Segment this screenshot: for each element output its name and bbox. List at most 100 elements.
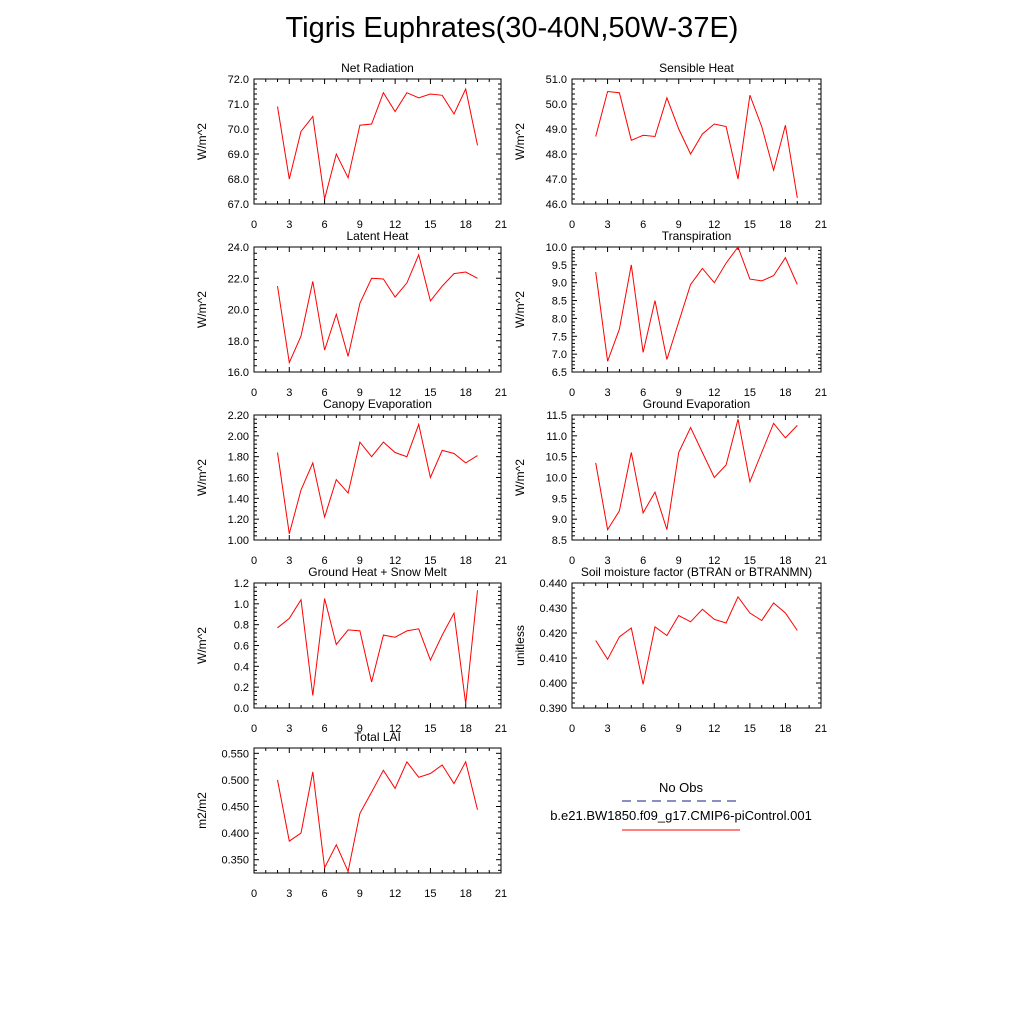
series-line-model — [595, 245, 798, 362]
x-tick-label: 0 — [251, 219, 257, 231]
y-tick-label: 68.0 — [228, 174, 249, 186]
plot-frame — [571, 78, 822, 205]
x-tick-label: 3 — [605, 219, 611, 231]
panel-ground-evaporation: Ground Evaporation W/m^2 0 3 6 9 12 15 18 21 8.5 9.… — [513, 397, 827, 567]
x-tick-label: 15 — [744, 387, 756, 399]
y-tick-label: 0.400 — [539, 678, 567, 690]
x-tick-label: 3 — [286, 888, 292, 900]
x-tick-label: 6 — [640, 387, 646, 399]
plot-frame — [571, 414, 822, 541]
panel-title: Sensible Heat — [659, 61, 734, 75]
legend-model-label: b.e21.BW1850.f09_g17.CMIP6-piControl.001 — [550, 808, 812, 823]
x-tick-label: 6 — [322, 555, 328, 567]
x-tick-label: 9 — [676, 387, 682, 399]
y-axis-label: W/m^2 — [195, 123, 209, 160]
figure-title: Tigris Euphrates(30-40N,50W-37E) — [285, 12, 739, 44]
panel-ground-heat-snow-melt: Ground Heat + Snow Melt W/m^2 0 3 6 9 12 15 18 21… — [195, 565, 507, 735]
y-tick-label: 0.6 — [234, 641, 249, 653]
x-tick-label: 3 — [286, 723, 292, 735]
x-tick-label: 12 — [389, 555, 401, 567]
series-line-model — [277, 760, 478, 874]
y-axis-label: W/m^2 — [513, 291, 527, 328]
x-tick-label: 18 — [460, 723, 472, 735]
x-tick-label: 6 — [640, 555, 646, 567]
y-tick-label: 8.0 — [552, 313, 567, 325]
x-tick-label: 0 — [251, 723, 257, 735]
x-tick-label: 3 — [605, 723, 611, 735]
y-tick-label: 1.20 — [228, 514, 249, 526]
x-tick-label: 3 — [286, 219, 292, 231]
y-tick-label: 2.20 — [228, 410, 249, 422]
x-tick-label: 3 — [605, 555, 611, 567]
x-tick-label: 9 — [676, 219, 682, 231]
x-tick-label: 18 — [460, 888, 472, 900]
plot-frame — [253, 747, 502, 874]
x-tick-label: 15 — [424, 555, 436, 567]
y-tick-label: 11.5 — [546, 410, 567, 422]
panel-net-radiation: Net Radiation W/m^2 0 3 6 9 12 15 18 21 67.0 68.0 69… — [195, 61, 507, 231]
y-tick-label: 9.5 — [552, 493, 567, 505]
y-tick-label: 9.0 — [552, 278, 567, 290]
series-line-model — [277, 87, 478, 200]
x-tick-label: 15 — [424, 723, 436, 735]
panel-title: Soil moisture factor (BTRAN or BTRANMN) — [581, 565, 812, 579]
y-tick-label: 49.0 — [546, 124, 567, 136]
x-tick-label: 6 — [322, 888, 328, 900]
y-tick-label: 8.5 — [552, 296, 567, 308]
plot-frame — [571, 246, 822, 373]
panel-title: Ground Evaporation — [643, 397, 750, 411]
x-tick-label: 12 — [389, 723, 401, 735]
plot-frame — [253, 78, 502, 205]
y-axis-label: m2/m2 — [195, 792, 209, 829]
x-tick-label: 12 — [708, 219, 720, 231]
y-tick-label: 9.5 — [552, 260, 567, 272]
y-tick-label: 0.8 — [234, 620, 249, 632]
panel-title: Net Radiation — [341, 61, 414, 75]
y-tick-label: 2.00 — [228, 431, 249, 443]
x-tick-label: 15 — [424, 219, 436, 231]
x-tick-label: 6 — [640, 219, 646, 231]
x-tick-label: 18 — [460, 387, 472, 399]
y-tick-label: 0.350 — [221, 855, 249, 867]
y-tick-label: 48.0 — [546, 149, 567, 161]
plot-frame — [253, 246, 502, 373]
x-tick-label: 3 — [286, 387, 292, 399]
x-tick-label: 21 — [495, 219, 507, 231]
panel-transpiration: Transpiration W/m^2 0 3 6 9 12 15 18 21 6.5 7.0 7.5 8… — [513, 229, 827, 399]
y-tick-label: 0.430 — [539, 603, 567, 615]
y-tick-label: 71.0 — [228, 99, 249, 111]
x-tick-label: 12 — [389, 219, 401, 231]
y-tick-label: 1.00 — [228, 535, 249, 547]
x-tick-label: 12 — [708, 555, 720, 567]
plot-frame — [571, 582, 822, 709]
x-tick-label: 21 — [815, 555, 827, 567]
y-tick-label: 1.60 — [228, 473, 249, 485]
y-tick-label: 51.0 — [546, 74, 567, 86]
x-tick-label: 3 — [286, 555, 292, 567]
y-tick-label: 8.5 — [552, 535, 567, 547]
y-tick-label: 1.2 — [234, 578, 249, 590]
x-tick-label: 6 — [322, 219, 328, 231]
y-tick-label: 7.5 — [552, 331, 567, 343]
x-tick-label: 18 — [779, 387, 791, 399]
x-tick-label: 21 — [495, 387, 507, 399]
y-tick-label: 16.0 — [228, 367, 249, 379]
y-axis-label: W/m^2 — [513, 123, 527, 160]
x-tick-label: 3 — [605, 387, 611, 399]
x-tick-label: 6 — [322, 387, 328, 399]
panel-sensible-heat: Sensible Heat W/m^2 0 3 6 9 12 15 18 21 46.0 47.0 48… — [513, 61, 827, 231]
x-tick-label: 21 — [495, 555, 507, 567]
y-tick-label: 6.5 — [552, 367, 567, 379]
y-tick-label: 69.0 — [228, 149, 249, 161]
x-tick-label: 9 — [357, 219, 363, 231]
panel-title: Transpiration — [662, 229, 732, 243]
series-line-model — [595, 419, 798, 531]
y-axis-label: W/m^2 — [195, 291, 209, 328]
y-tick-label: 67.0 — [228, 199, 249, 211]
y-tick-label: 22.0 — [228, 273, 249, 285]
series-line-model — [595, 90, 798, 198]
y-tick-label: 20.0 — [228, 305, 249, 317]
x-tick-label: 9 — [676, 555, 682, 567]
series-line-model — [595, 595, 798, 685]
y-tick-label: 10.0 — [546, 473, 567, 485]
